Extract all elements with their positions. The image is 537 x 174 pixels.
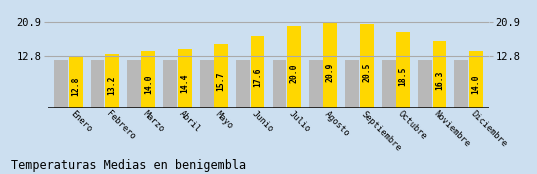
Bar — [272, 60, 286, 108]
Bar — [105, 54, 119, 108]
Bar — [141, 51, 155, 108]
Text: 12.8: 12.8 — [71, 76, 80, 96]
Bar — [454, 60, 468, 108]
Bar — [309, 60, 323, 108]
Bar — [127, 60, 141, 108]
Text: 20.9: 20.9 — [326, 62, 335, 82]
Bar — [396, 32, 410, 108]
Text: 16.3: 16.3 — [435, 70, 444, 90]
Bar — [360, 24, 374, 108]
Text: 14.0: 14.0 — [471, 74, 481, 94]
Bar — [433, 41, 446, 108]
Bar — [323, 22, 337, 108]
Text: 13.2: 13.2 — [107, 76, 117, 95]
Text: 18.5: 18.5 — [398, 66, 408, 86]
Bar — [54, 60, 68, 108]
Bar — [469, 51, 483, 108]
Text: 14.4: 14.4 — [180, 73, 190, 93]
Bar — [178, 49, 192, 108]
Text: 14.0: 14.0 — [144, 74, 153, 94]
Bar — [236, 60, 250, 108]
Bar — [251, 36, 265, 108]
Bar — [200, 60, 214, 108]
Bar — [287, 26, 301, 108]
Bar — [418, 60, 432, 108]
Bar — [69, 56, 83, 108]
Bar — [345, 60, 359, 108]
Text: 20.5: 20.5 — [362, 63, 371, 82]
Text: Temperaturas Medias en benigembla: Temperaturas Medias en benigembla — [11, 159, 246, 172]
Bar — [163, 60, 177, 108]
Text: 20.0: 20.0 — [289, 64, 299, 83]
Text: 15.7: 15.7 — [217, 71, 226, 91]
Bar — [382, 60, 396, 108]
Bar — [91, 60, 104, 108]
Bar — [214, 44, 228, 108]
Text: 17.6: 17.6 — [253, 68, 262, 87]
